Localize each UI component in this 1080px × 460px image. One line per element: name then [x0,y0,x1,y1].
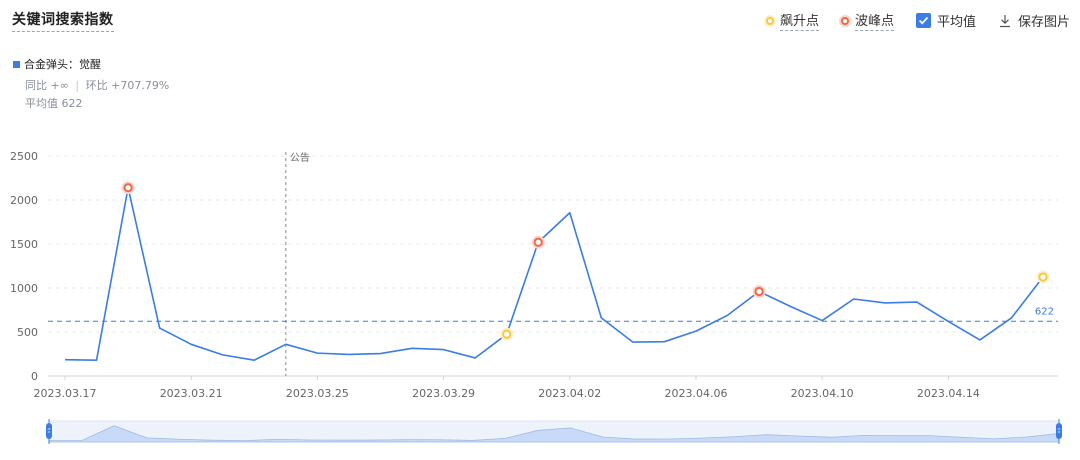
series-name: 合金弹头：觉醒 [24,58,101,71]
surge-dot-icon [765,16,774,25]
brush-handle-left[interactable] [46,423,52,439]
x-tick-label: 2023.04.06 [664,387,727,400]
line-chart: 0 500 1000 1500 2000 2500 2023.03.17 2023.03.21… [10,150,1062,444]
chart-toolbar: 飙升点 波峰点 平均值 保存图片 [765,10,1070,31]
peak-marker[interactable] [123,183,133,193]
y-tick-label: 1000 [10,282,38,295]
average-text: 平均值 622 [25,97,83,110]
x-tick-label: 2023.04.10 [791,387,854,400]
series-line [64,186,1044,361]
annotation-label: 公告 [290,151,310,164]
checkbox-checked-icon [915,13,931,28]
average-label: 平均值 [936,15,976,30]
stats-separator: | [75,79,80,92]
y-tick-label: 1500 [10,238,38,251]
yoy-text: 同比 +∞ [25,79,69,92]
series-legend[interactable]: 合金弹头：觉醒 [13,56,101,72]
y-tick-label: 2000 [10,194,38,207]
peak-marker[interactable] [533,237,543,247]
y-tick-label: 0 [31,370,38,383]
y-tick-label: 500 [17,326,38,339]
x-tick-label: 2023.03.17 [34,387,97,400]
y-tick-label: 2500 [10,150,38,163]
brush-handle-right[interactable] [1056,423,1062,439]
series-swatch [13,60,20,68]
mom-text: 环比 +707.79% [85,79,170,92]
x-tick-label: 2023.04.02 [538,387,601,400]
x-tick-label: 2023.03.25 [286,387,349,400]
compare-line: 同比 +∞ | 环比 +707.79% [25,77,169,95]
average-checkbox[interactable]: 平均值 [915,11,976,30]
peak-marker[interactable] [754,286,764,297]
average-value-label: 622 [1035,306,1054,317]
surge-marker[interactable] [502,329,512,339]
peak-label: 波峰点 [854,10,894,31]
surge-marker[interactable] [1038,272,1048,282]
save-image-button[interactable]: 保存图片 [998,11,1070,30]
peak-points-toggle[interactable]: 波峰点 [840,10,894,31]
download-icon [998,14,1012,28]
surge-points-toggle[interactable]: 飙升点 [765,10,819,31]
x-tick-label: 2023.04.14 [917,387,980,400]
range-brush-area [48,425,1060,443]
save-label: 保存图片 [1017,15,1070,30]
chart-area: 0 500 1000 1500 2000 2500 2023.03.17 2023.03.21… [0,140,1080,456]
x-tick-label: 2023.03.21 [160,387,223,400]
peak-dot-icon [840,16,849,25]
surge-label: 飙升点 [779,10,819,31]
stats-block: 同比 +∞ | 环比 +707.79% 平均值 622 [25,77,169,113]
x-tick-label: 2023.03.29 [412,387,475,400]
page-title: 关键词搜索指数 [12,9,114,32]
